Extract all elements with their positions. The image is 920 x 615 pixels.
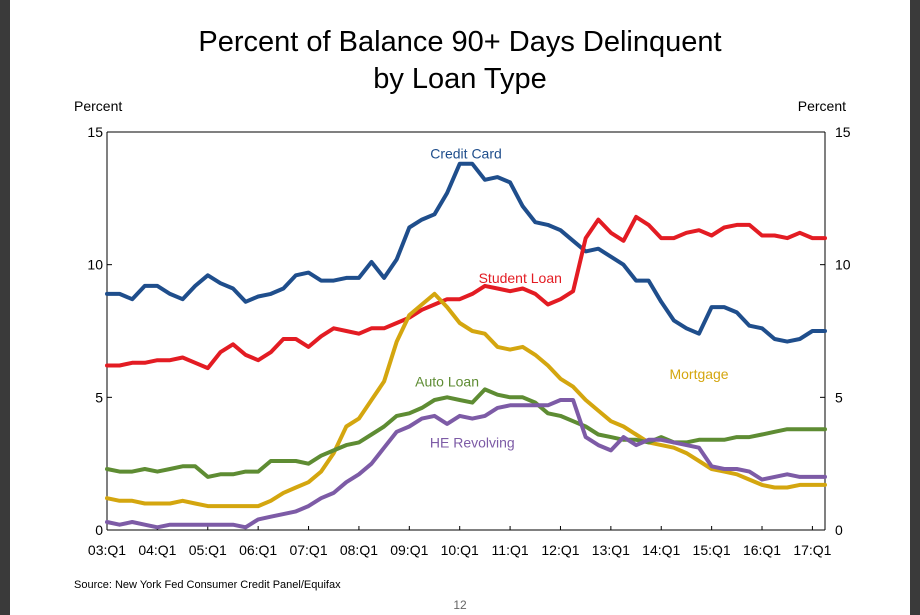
series-label-mortgage: Mortgage xyxy=(669,366,728,382)
x-tick-label: 10:Q1 xyxy=(441,542,479,558)
x-tick-label: 04:Q1 xyxy=(138,542,176,558)
x-tick-label: 14:Q1 xyxy=(642,542,680,558)
y-tick-label-right: 15 xyxy=(835,124,851,140)
source-note: Source: New York Fed Consumer Credit Pan… xyxy=(74,579,341,591)
x-tick-label: 15:Q1 xyxy=(693,542,731,558)
x-tick-label: 08:Q1 xyxy=(340,542,378,558)
series-label-he-revolving: HE Revolving xyxy=(430,435,515,451)
y-tick-label-left: 10 xyxy=(87,257,103,273)
series-line-student-loan xyxy=(105,214,827,371)
series-label-student-loan: Student Loan xyxy=(479,270,562,286)
series-line-mortgage xyxy=(105,291,827,509)
series-label-credit-card: Credit Card xyxy=(430,146,502,162)
x-tick-label: 03:Q1 xyxy=(88,542,126,558)
x-tick-label: 17:Q1 xyxy=(793,542,831,558)
x-tick-label: 16:Q1 xyxy=(743,542,781,558)
y-tick-label-right: 5 xyxy=(835,389,843,405)
y-tick-label-left: 5 xyxy=(95,389,103,405)
series-line-credit-card xyxy=(105,161,827,344)
x-tick-label: 05:Q1 xyxy=(189,542,227,558)
slide: Percent of Balance 90+ Days Delinquent b… xyxy=(10,0,910,615)
x-tick-label: 13:Q1 xyxy=(592,542,630,558)
series-line-he-revolving xyxy=(105,398,827,530)
y-tick-label-left: 0 xyxy=(95,522,103,538)
left-axis-unit-label: Percent xyxy=(74,98,123,114)
y-tick-label-right: 0 xyxy=(835,522,843,538)
y-tick-label-right: 10 xyxy=(835,257,851,273)
line-chart: 0 0 5 5 10 10 15 15 03:Q1 04:Q1 05:Q1 06:Q1 07:Q1 08:… xyxy=(87,124,851,558)
x-tick-label: 11:Q1 xyxy=(492,542,529,558)
x-tick-label: 12:Q1 xyxy=(541,542,579,558)
x-tick-label: 06:Q1 xyxy=(239,542,277,558)
page-number: 12 xyxy=(453,598,467,612)
series-label-auto-loan: Auto Loan xyxy=(415,374,479,390)
chart-title-line-2: by Loan Type xyxy=(373,63,547,95)
chart-title-line-1: Percent of Balance 90+ Days Delinquent xyxy=(198,26,722,58)
series-line-auto-loan xyxy=(105,387,827,479)
chart-title: Percent of Balance 90+ Days Delinquent b… xyxy=(10,24,910,98)
x-tick-label: 09:Q1 xyxy=(390,542,428,558)
right-axis-unit-label: Percent xyxy=(797,98,846,114)
y-tick-label-left: 15 xyxy=(87,124,103,140)
x-tick-label: 07:Q1 xyxy=(289,542,327,558)
